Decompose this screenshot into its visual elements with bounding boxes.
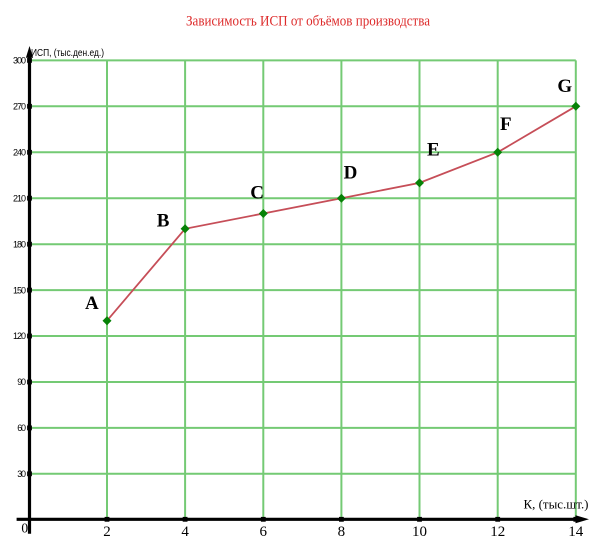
svg-text:E: E [427, 140, 440, 161]
svg-text:8: 8 [338, 524, 346, 540]
svg-text:B: B [157, 210, 170, 231]
svg-text:300: 300 [13, 56, 26, 66]
svg-text:D: D [344, 163, 358, 184]
svg-text:10: 10 [412, 524, 427, 540]
svg-text:120: 120 [13, 331, 26, 341]
svg-text:ИСП, (тыс.ден.ед.): ИСП, (тыс.ден.ед.) [31, 48, 104, 59]
svg-text:2: 2 [103, 524, 111, 540]
svg-text:Зависимость ИСП от объёмов про: Зависимость ИСП от объёмов производства [186, 14, 430, 30]
svg-text:60: 60 [17, 423, 26, 433]
svg-text:G: G [557, 76, 572, 97]
svg-text:270: 270 [13, 102, 26, 112]
svg-text:A: A [85, 293, 99, 314]
svg-text:14: 14 [568, 524, 584, 540]
svg-text:30: 30 [17, 469, 26, 479]
svg-text:6: 6 [260, 524, 268, 540]
svg-text:90: 90 [17, 377, 26, 387]
svg-text:12: 12 [490, 524, 505, 540]
svg-text:180: 180 [13, 239, 26, 249]
svg-text:4: 4 [181, 524, 189, 540]
svg-text:150: 150 [13, 285, 26, 295]
svg-text:C: C [250, 183, 264, 204]
svg-text:F: F [500, 114, 512, 135]
svg-text:К, (тыс.шт.): К, (тыс.шт.) [524, 497, 589, 512]
svg-text:240: 240 [13, 148, 26, 158]
svg-text:0: 0 [21, 521, 28, 536]
svg-text:210: 210 [13, 193, 26, 203]
